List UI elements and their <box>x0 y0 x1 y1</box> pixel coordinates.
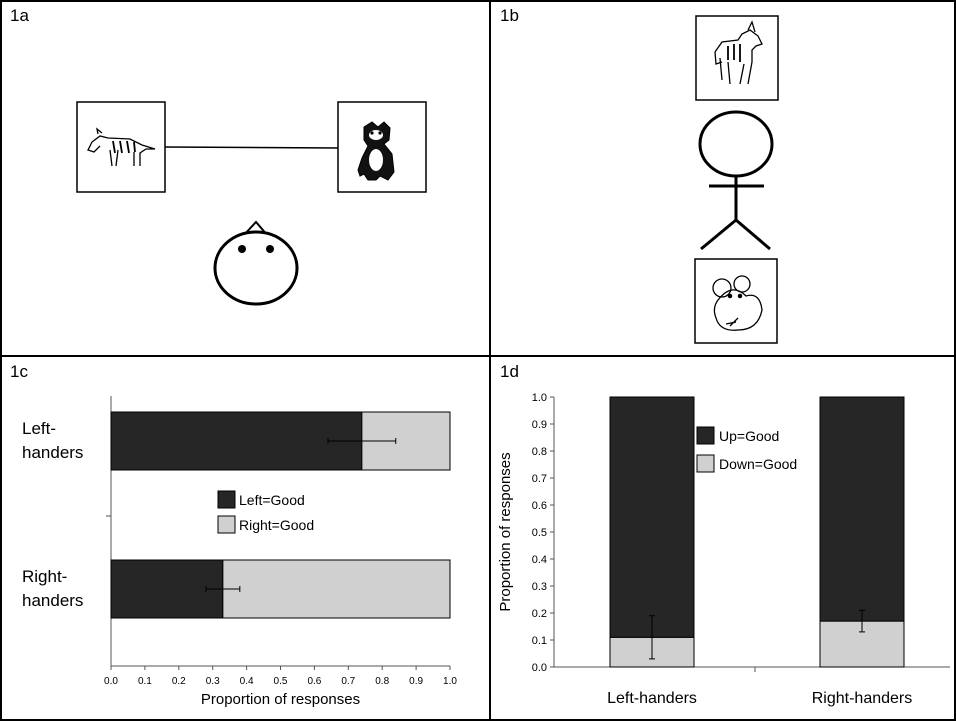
bar-segment <box>222 559 451 619</box>
legend-label: Right=Good <box>239 517 314 533</box>
x-tick-label: 0.6 <box>307 676 321 687</box>
stick-figure-icon <box>698 110 774 251</box>
x-tick-label: 0.4 <box>240 676 254 687</box>
category-label: handers <box>22 443 83 462</box>
category-label: Left-handers <box>607 690 697 707</box>
x-tick-label: 0.1 <box>138 676 152 687</box>
panel-1a-illustration <box>76 101 427 306</box>
y-tick-label: 0.2 <box>532 608 547 620</box>
x-tick-label: 0.3 <box>206 676 220 687</box>
legend-swatch <box>217 515 236 534</box>
panel-1d: 1d 0.0 0.1 0.2 0.3 0.4 0.5 0.6 0.7 0.8 0.9 1.0 Prop… <box>490 356 956 721</box>
y-tick-label: 0.9 <box>532 419 547 431</box>
x-tick-label: 0.7 <box>341 676 355 687</box>
legend-label: Left=Good <box>239 492 305 508</box>
picture-frame-top <box>695 15 779 101</box>
listener-head-icon <box>213 220 299 306</box>
connecting-line <box>164 146 339 149</box>
panel-1a: 1a <box>0 0 490 356</box>
legend-swatch <box>217 490 236 509</box>
panel-1b-illustration <box>694 15 779 344</box>
y-tick-label: 0.1 <box>532 635 547 647</box>
category-label: Right- <box>22 567 67 586</box>
legend-label: Up=Good <box>719 428 779 444</box>
chart-1c: 0.0 0.1 0.2 0.3 0.4 0.5 0.6 0.7 0.8 0.9 1.0 Proport… <box>22 396 457 708</box>
legend-swatch <box>696 454 715 473</box>
legend-swatch <box>696 426 715 445</box>
bar-segment <box>819 396 905 622</box>
category-label: Right-handers <box>812 690 913 707</box>
y-tick-label: 0.4 <box>532 554 547 566</box>
y-tick-label: 0.8 <box>532 446 547 458</box>
category-label: Left- <box>22 419 56 438</box>
bar-segment <box>110 411 363 471</box>
y-axis-label: Proportion of responses <box>497 452 514 611</box>
x-tick-label: 1.0 <box>443 676 457 687</box>
panel-1c: 1c 0.0 0.1 0.2 0.3 0.4 0.5 0.6 0.7 0.8 0.9 1.0 Prop… <box>0 356 490 721</box>
y-tick-label: 0.6 <box>532 500 547 512</box>
y-tick-label: 0.3 <box>532 581 547 593</box>
chart-1d: 0.0 0.1 0.2 0.3 0.4 0.5 0.6 0.7 0.8 0.9 1.0 Proport… <box>497 392 950 707</box>
x-tick-label: 0.0 <box>104 676 118 687</box>
x-axis-label: Proportion of responses <box>201 691 360 708</box>
y-tick-label: 0.7 <box>532 473 547 485</box>
y-tick-label: 0.0 <box>532 662 547 674</box>
legend-label: Down=Good <box>719 456 797 472</box>
x-tick-label: 0.8 <box>375 676 389 687</box>
bar-segment <box>609 396 695 638</box>
y-tick-label: 0.5 <box>532 527 547 539</box>
x-tick-label: 0.5 <box>274 676 288 687</box>
x-tick-label: 0.9 <box>409 676 423 687</box>
x-tick-label: 0.2 <box>172 676 186 687</box>
category-label: handers <box>22 591 83 610</box>
panel-1b: 1b <box>490 0 956 356</box>
y-tick-label: 1.0 <box>532 392 547 404</box>
